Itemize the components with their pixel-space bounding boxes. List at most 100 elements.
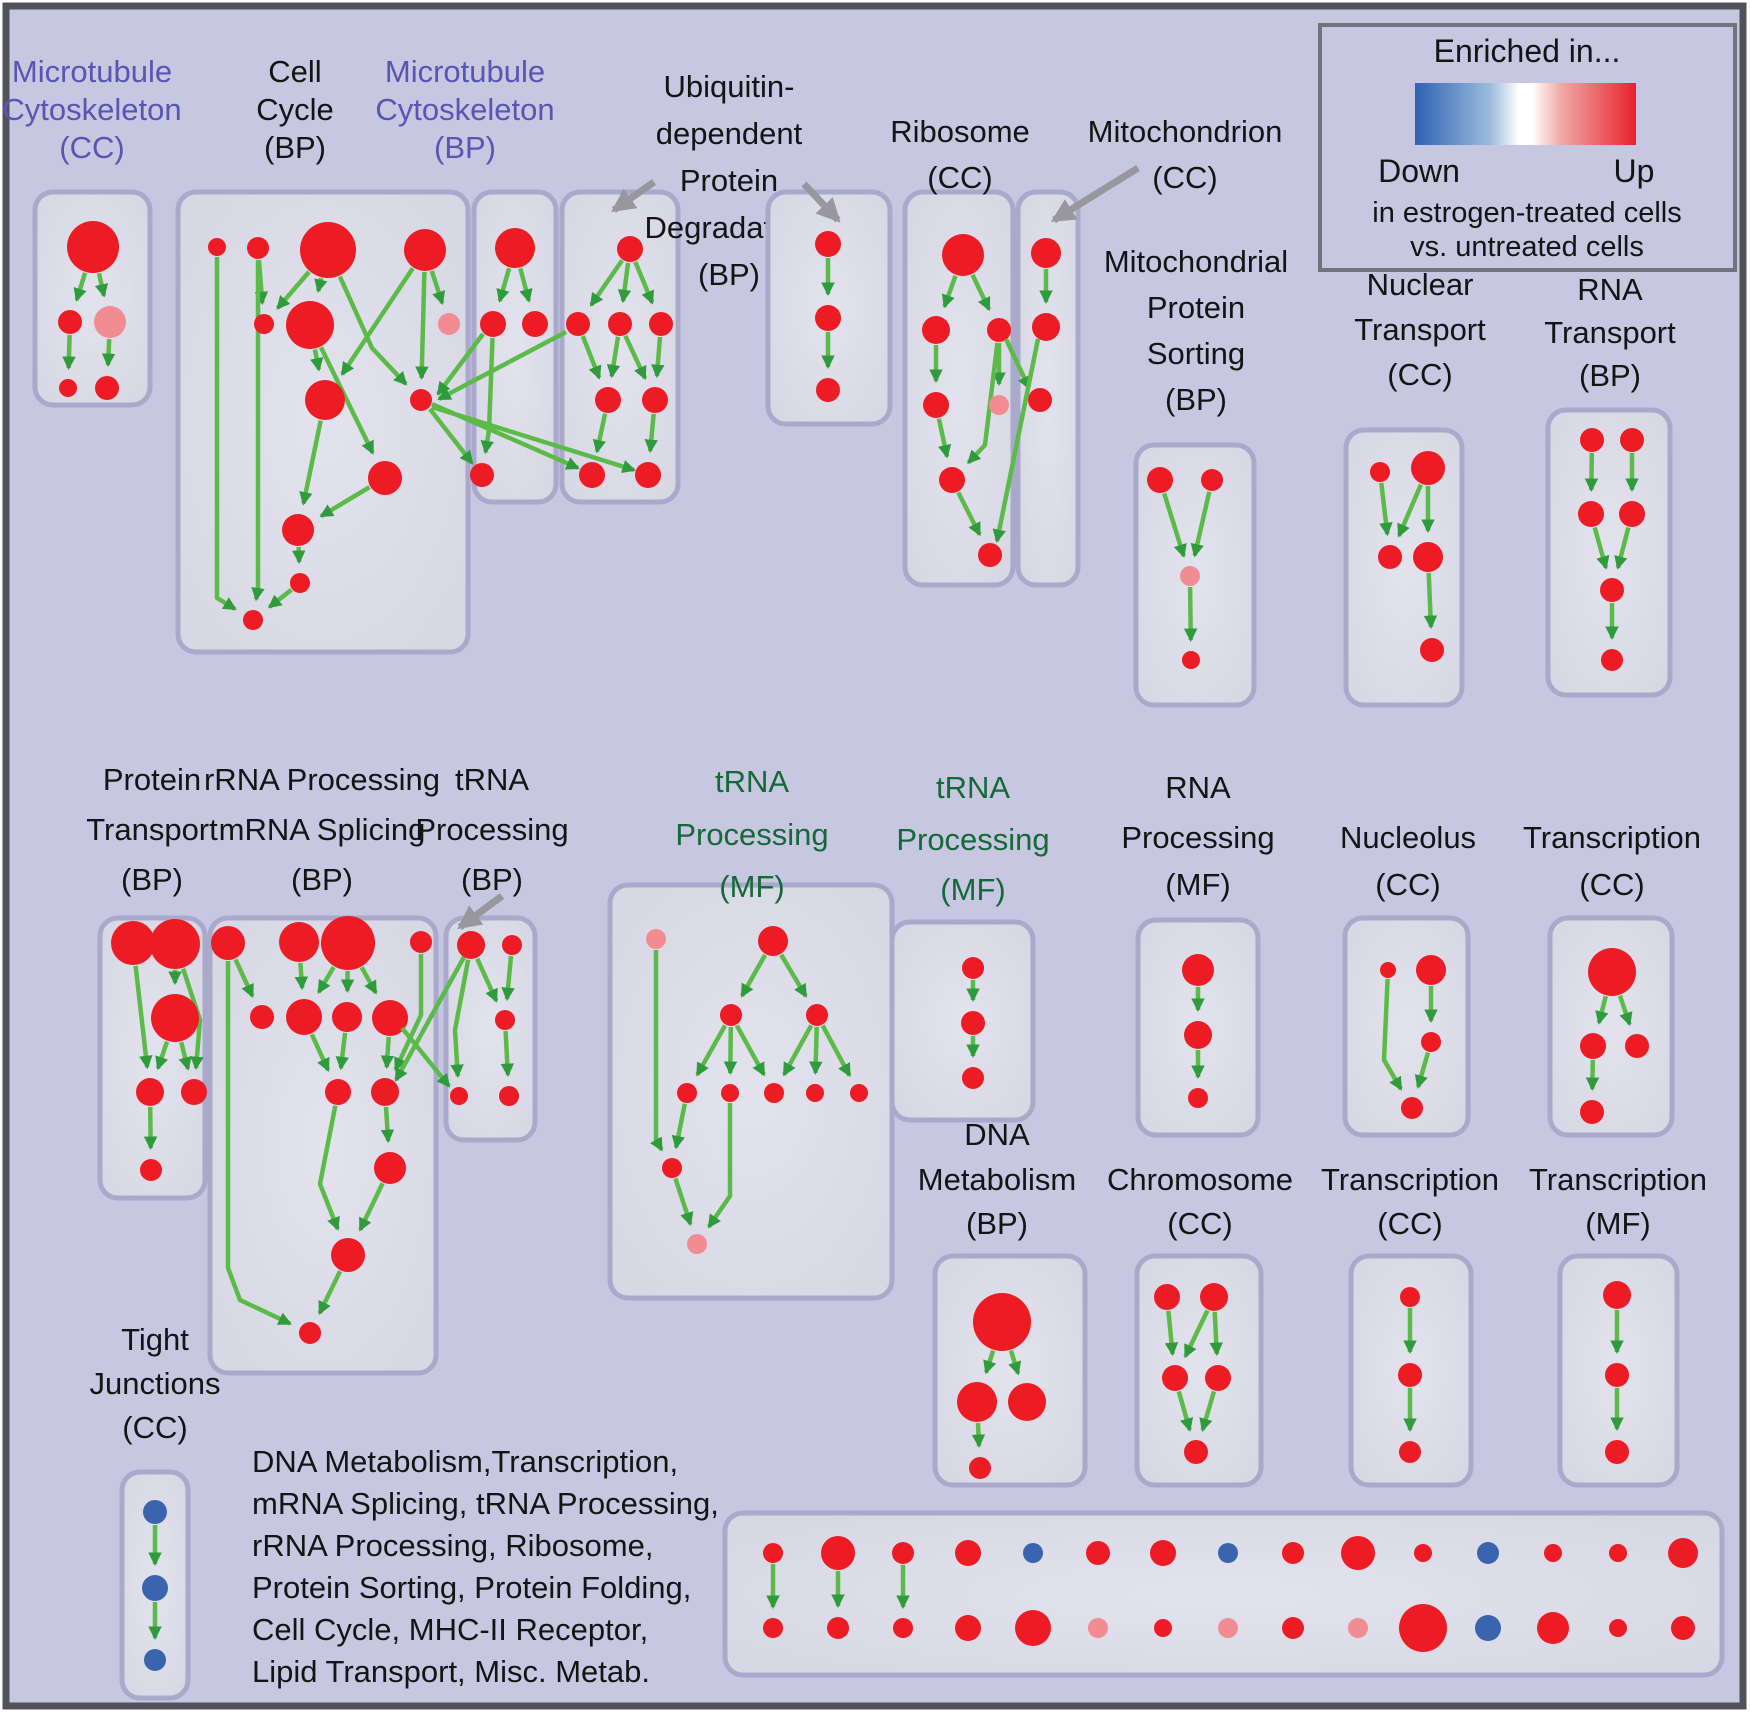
go-term-node (957, 1382, 997, 1422)
cluster-box (932, 1253, 1088, 1488)
go-term-node (566, 312, 590, 336)
cluster-label: Cytoskeleton (2, 92, 181, 127)
cluster-ubiquitin-degradation-bp-2 (765, 189, 893, 427)
cluster-label: Cycle (256, 92, 334, 127)
go-term-node (250, 1005, 274, 1029)
go-term-node (1162, 1365, 1188, 1391)
go-term-node (721, 1084, 739, 1102)
go-term-node (806, 1004, 828, 1026)
legend-down-label: Down (1378, 153, 1460, 189)
go-term-node (1341, 1536, 1375, 1570)
go-edge-arrow (1584, 452, 1599, 493)
go-edge-arrow (415, 271, 429, 381)
cluster-label: Microtubule (385, 54, 545, 89)
go-edge-arrow (394, 955, 466, 1082)
go-edge-arrow (966, 342, 1000, 465)
cluster-label: Cell (268, 54, 321, 89)
go-term-node (1015, 1610, 1051, 1646)
go-term-node (1086, 1541, 1110, 1565)
cluster-label: Transport (86, 812, 218, 847)
go-term-node (1671, 1616, 1695, 1640)
go-term-node (1348, 1618, 1368, 1638)
cluster-label: (CC) (1167, 1206, 1232, 1241)
go-term-node (410, 389, 432, 411)
go-term-node (1201, 469, 1223, 491)
go-term-node (286, 999, 322, 1035)
cluster-label: (BP) (461, 862, 523, 897)
go-edge-arrow (73, 272, 88, 302)
go-term-node (282, 514, 314, 546)
go-term-node (1411, 451, 1445, 485)
go-term-node (1420, 638, 1444, 662)
go-edge-arrow (942, 274, 958, 309)
go-term-node (1414, 1544, 1432, 1562)
cluster-label: Tight (121, 1322, 189, 1357)
go-term-node (1282, 1542, 1304, 1564)
go-term-node (763, 1543, 783, 1563)
go-term-node (95, 376, 119, 400)
cluster-trna-processing-mf-1: tRNA Processing (MF) (607, 764, 895, 1301)
go-term-node (1378, 545, 1402, 569)
go-edge-arrow (695, 1024, 728, 1077)
go-term-node (181, 1079, 207, 1105)
go-term-node (1182, 651, 1200, 669)
cluster-label: (BP) (264, 130, 326, 165)
go-edge-arrow (294, 962, 309, 991)
legend-up-label: Up (1614, 153, 1655, 189)
label-pointer-arrow-icon (457, 893, 505, 930)
go-term-node (1625, 1034, 1649, 1058)
cluster-label: Metabolism (918, 1162, 1077, 1197)
cross-cluster-edges (394, 330, 1041, 1088)
go-edge-arrow (496, 267, 512, 303)
go-term-node (331, 1238, 365, 1272)
cluster-box (1545, 407, 1673, 698)
go-edge-arrow (651, 336, 665, 379)
cluster-label: Protein (1147, 290, 1245, 325)
go-edge-arrow (317, 1270, 343, 1316)
go-edge-arrow (1585, 1059, 1600, 1092)
cluster-label: (CC) (122, 1410, 187, 1445)
go-edge-arrow (1164, 1310, 1179, 1357)
cluster-mitochondrial-protein-sorting-bp: Mitochondrial Protein Sorting (BP) (1104, 244, 1288, 708)
go-term-node (821, 1536, 855, 1570)
go-edge-arrow (1396, 483, 1423, 538)
go-term-node (1603, 1281, 1631, 1309)
go-term-node (1154, 1619, 1172, 1637)
go-term-node (1399, 1604, 1447, 1652)
go-term-node (1416, 955, 1446, 985)
go-term-node (300, 222, 356, 278)
go-edge-arrow (94, 272, 109, 298)
go-term-node (1580, 428, 1604, 452)
go-term-node (923, 392, 949, 418)
cluster-label: Protein (680, 163, 778, 198)
go-edge-arrow (606, 336, 621, 379)
go-term-node (635, 462, 661, 488)
go-edge-arrow (518, 267, 533, 303)
go-term-node (1619, 501, 1645, 527)
go-term-node (1588, 948, 1636, 996)
go-edge-arrow (1592, 526, 1610, 570)
cluster-label: (CC) (927, 160, 992, 195)
cluster-label: Transcription (1321, 1162, 1499, 1197)
go-edge-arrow (734, 1024, 766, 1077)
go-term-node (470, 463, 494, 487)
go-edge-arrow (316, 965, 336, 994)
cluster-ubiquitin-degradation-bp-1: Ubiquitin-dependentProteinDegradation(BP… (559, 69, 813, 505)
go-edge-arrow (335, 1032, 349, 1071)
go-edge-arrow (1209, 1311, 1223, 1357)
go-term-node (1088, 1618, 1108, 1638)
cluster-label: (BP) (291, 862, 353, 897)
go-term-node (973, 1293, 1031, 1351)
go-edge-arrow (233, 958, 255, 998)
go-term-node (677, 1083, 697, 1103)
go-term-node (150, 919, 200, 969)
go-term-node (1398, 1363, 1422, 1387)
go-edge-arrow (936, 418, 952, 459)
go-term-node (662, 1158, 682, 1178)
cluster-label: Microtubule (12, 54, 172, 89)
go-term-node (595, 387, 621, 413)
go-term-node (617, 236, 643, 262)
legend-subtitle-line1: in estrogen-treated cells (1372, 197, 1682, 229)
cluster-label: dependent (656, 116, 803, 151)
